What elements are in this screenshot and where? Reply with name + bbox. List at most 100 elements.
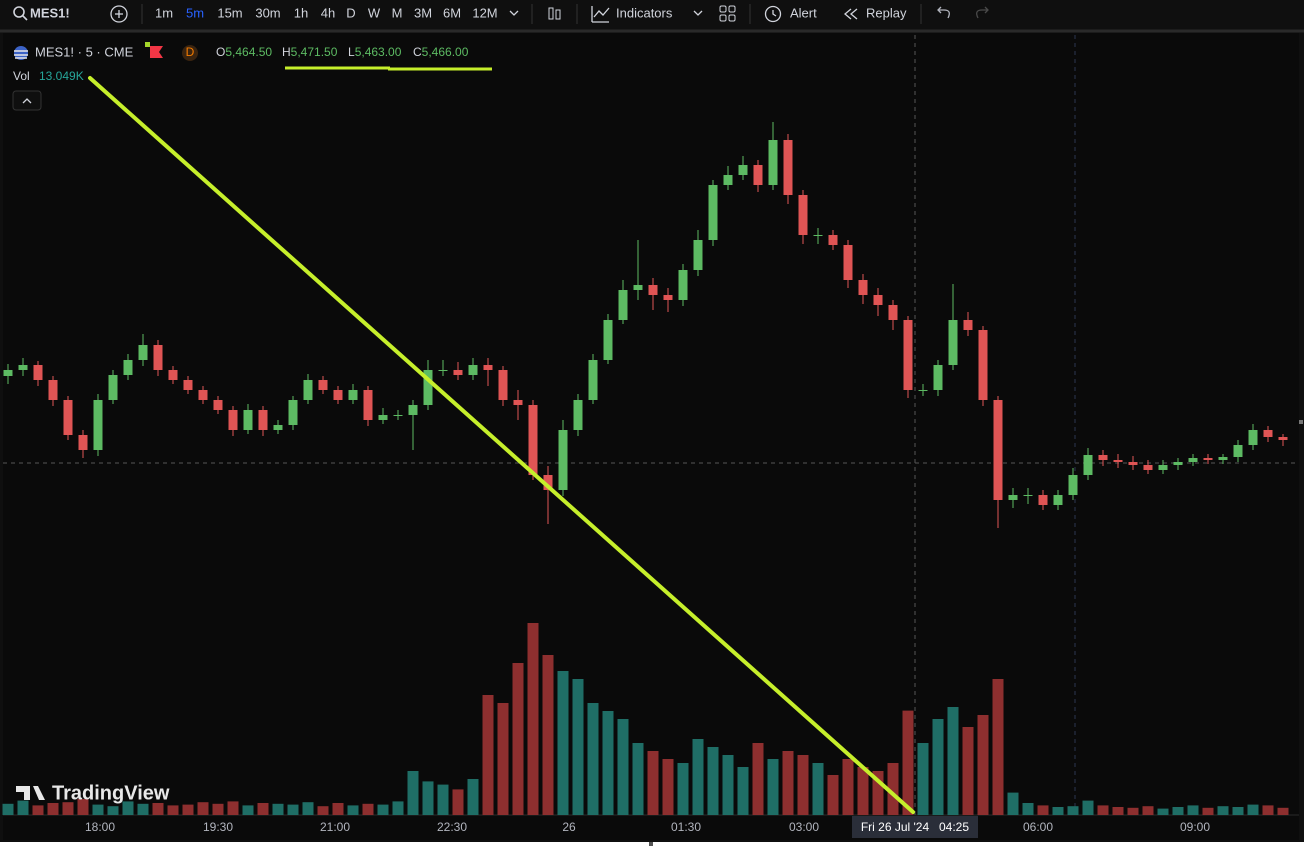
candle-body [468,365,478,375]
legend-symbol[interactable]: MES1! · 5 · CME [35,44,134,59]
volume-bar [797,755,809,815]
candle-body [708,185,718,240]
alert-button[interactable]: Alert [790,5,817,20]
volume-bar [422,781,434,815]
volume-bar [377,804,389,815]
interval-button[interactable]: 4h [321,5,335,20]
chart-type-button[interactable] [548,7,561,20]
candle-body [1068,475,1078,495]
candle-body [1083,455,1093,475]
candle-body [753,165,763,185]
volume-bar [122,801,134,815]
compare-button[interactable] [110,5,128,23]
candle-body [78,435,88,450]
interval-button[interactable]: W [368,5,381,20]
volume-bar [932,719,944,815]
volume-bar [197,802,209,815]
interval-button[interactable]: 1h [294,5,308,20]
layouts-button[interactable] [719,5,736,22]
candle-body [528,405,538,475]
volume-value: 13.049K [39,69,84,83]
interval-dropdown[interactable] [509,10,519,16]
interval-button-active[interactable]: 5m [186,5,204,20]
candle-body [1248,430,1258,445]
candle-body [453,370,463,375]
interval-button[interactable]: 30m [255,5,280,20]
volume-bar [212,803,224,815]
volume-bar [1157,808,1169,815]
volume-bar [812,763,824,815]
x-tick-label: 06:00 [1023,820,1053,834]
candle-body [423,370,433,405]
volume-bar [977,715,989,815]
ohlc-label: H [282,45,291,59]
interval-button[interactable]: D [346,5,355,20]
redo-button[interactable] [976,6,989,19]
undo-button[interactable] [937,6,950,19]
volume-bar [392,801,404,815]
indicators-button[interactable]: Indicators [616,5,673,20]
resize-handle [649,842,653,846]
interval-button[interactable]: 15m [217,5,242,20]
volume-bar [137,803,149,815]
volume-bar [542,655,554,815]
volume-bar [1037,805,1049,815]
interval-button[interactable]: 6M [443,5,461,20]
candle-body [1038,495,1048,505]
candle-body [573,400,583,430]
candle-body [723,175,733,185]
candle-body [768,140,778,185]
search-icon-handle [22,15,28,21]
collapse-icon [22,98,32,104]
candle-body [258,410,268,430]
indicators-dropdown[interactable] [693,10,703,16]
replay-button[interactable]: Replay [866,5,907,20]
volume-bar [227,801,239,815]
volume-bar [842,759,854,815]
volume-bar [1142,806,1154,815]
trend-line-drawing[interactable] [88,76,915,814]
interval-button[interactable]: 1m [155,5,173,20]
crosshair-time-bg [852,816,978,838]
x-tick-label: 26 [562,820,576,834]
candle-body [858,280,868,295]
candle-body [18,365,28,370]
candle-body [828,235,838,245]
candle-body [303,380,313,400]
status-dot [145,42,150,47]
volume-label: Vol [13,69,30,83]
volume-bar [722,755,734,815]
volume-bar [272,803,284,815]
interval-button[interactable]: M [392,5,403,20]
x-tick-label: 19:30 [203,820,233,834]
volume-bar [182,804,194,815]
layouts-icon [728,14,736,22]
volume-bar [677,763,689,815]
volume-bar [767,759,779,815]
ohlc-value: 5,466.00 [422,45,469,59]
candle-body [1023,495,1033,496]
indicators-icon [591,6,610,23]
symbol-search[interactable]: MES1! [30,5,70,20]
badge-bg [182,45,198,61]
interval-button[interactable]: 3M [414,5,432,20]
candle-body [738,165,748,175]
ohlc-label: L [348,45,355,59]
volume-bar [332,803,344,815]
candle-body [63,400,73,435]
watermark-logo [16,786,45,800]
x-tick-label: 22:30 [437,820,467,834]
volume-bar [1262,805,1274,815]
candle-body [993,400,1003,500]
interval-button[interactable]: 12M [472,5,497,20]
candle-body [228,410,238,430]
volume-bar [2,803,14,815]
candle-body [618,290,628,320]
candle-body [1233,445,1243,457]
candle-body [1203,458,1213,460]
volume-bar [1187,805,1199,815]
collapse-button[interactable] [12,90,42,111]
candle-body [933,365,943,390]
volume-bar [407,771,419,815]
